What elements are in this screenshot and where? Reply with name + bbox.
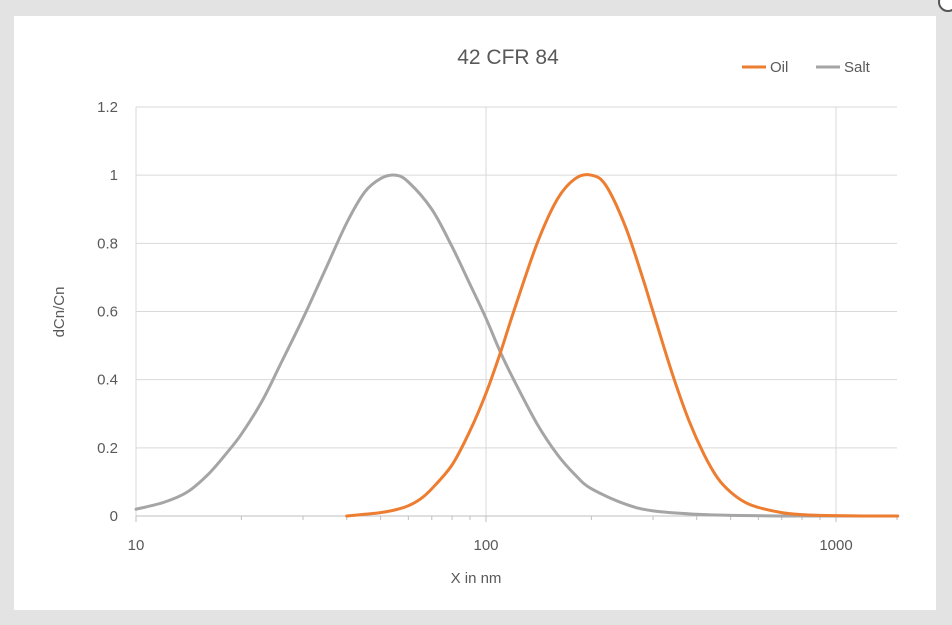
y-tick-label: 0.8 — [97, 235, 118, 252]
y-tick-label: 0.4 — [97, 372, 118, 389]
series-line-salt — [134, 173, 900, 518]
y-tick-label: 0.6 — [97, 304, 118, 321]
grid-lines — [136, 106, 897, 516]
window-corner-button[interactable] — [938, 0, 952, 12]
legend-label-oil: Oil — [770, 59, 788, 76]
x-tick-label: 10 — [128, 537, 145, 554]
legend-label-salt: Salt — [844, 59, 871, 76]
y-tick-label: 1.2 — [97, 99, 118, 116]
axes: 0 0.2 0.4 0.6 0.8 1 1.2 10 100 1000 — [97, 99, 898, 554]
y-axis-title: dCn/Cn — [51, 287, 68, 338]
chart-area: 0 0.2 0.4 0.6 0.8 1 1.2 10 100 1000 42 CFR 84 X i… — [14, 16, 936, 610]
series-lines — [134, 173, 900, 518]
x-tick-label: 1000 — [819, 537, 852, 554]
chart-title: 42 CFR 84 — [457, 46, 559, 69]
y-tick-label: 0.2 — [97, 440, 118, 457]
series-line-oil — [345, 173, 900, 518]
legend: Oil Salt — [742, 59, 871, 76]
x-tick-label: 100 — [473, 537, 498, 554]
y-tick-label: 0 — [110, 508, 118, 525]
line-chart: 0 0.2 0.4 0.6 0.8 1 1.2 10 100 1000 42 CFR 84 X i… — [51, 46, 900, 587]
y-tick-label: 1 — [110, 167, 118, 184]
x-axis-title: X in nm — [451, 570, 502, 587]
